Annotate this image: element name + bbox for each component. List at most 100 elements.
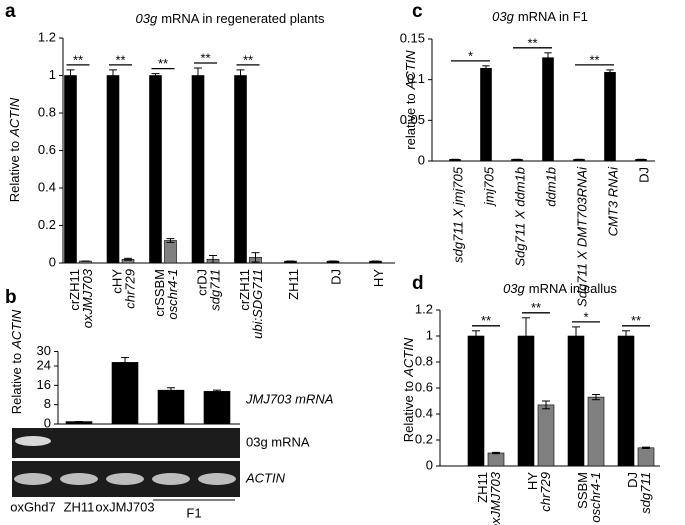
y-tick-label: 0 — [49, 254, 56, 269]
x-tick-label: ZH11 — [475, 472, 490, 503]
bar — [542, 57, 554, 162]
x-tick-label: crZH11 — [237, 269, 252, 311]
y-tick-label: 8 — [44, 396, 51, 411]
bar — [234, 75, 247, 264]
error-bar — [592, 394, 600, 401]
chart-title: 03g mRNA in regenerated plants — [135, 11, 325, 26]
x-tick-label: jmj705 — [481, 166, 496, 207]
error-bar — [194, 67, 202, 84]
error-bar — [109, 69, 117, 82]
error-bar — [572, 326, 580, 346]
y-tick-label: 16 — [37, 377, 51, 392]
error-bar — [124, 257, 132, 261]
significance-label: * — [583, 309, 588, 324]
panel-letter: a — [5, 1, 16, 22]
x-tick-label: oschr4-1 — [165, 269, 180, 320]
error-bar — [492, 451, 500, 455]
group-label: F1 — [186, 505, 201, 520]
panel-letter: d — [412, 273, 424, 294]
error-bar — [66, 69, 75, 82]
y-axis-label: relative to ACTIN — [403, 50, 418, 150]
bar — [567, 335, 585, 467]
x-tick-label: crDJ — [194, 269, 209, 296]
error-bar — [544, 52, 552, 64]
y-label-gene: ACTIN — [9, 309, 24, 350]
bar — [467, 335, 485, 467]
lane-label: oxGhd7 — [10, 499, 56, 514]
x-tick-label: chr729 — [122, 269, 137, 309]
title-gene: 03g — [503, 281, 525, 296]
x-tick-label: sdg711 X jmj705 — [450, 166, 465, 263]
bar — [64, 75, 77, 264]
y-tick-label: 24 — [37, 357, 51, 372]
bar — [604, 72, 616, 162]
y-axis-label: Relative to ACTIN — [9, 309, 24, 414]
chart-title: 03g mRNA in callus — [503, 281, 617, 296]
gel-band — [106, 473, 144, 485]
x-tick-label: ubi:SDG711 — [250, 269, 265, 339]
significance-label: ** — [589, 52, 599, 67]
error-bar — [522, 317, 530, 355]
x-tick-label: HY — [371, 269, 386, 287]
significance-label: ** — [158, 56, 168, 71]
significance-label: ** — [73, 52, 83, 67]
error-bar — [121, 357, 129, 368]
x-tick-label: oxJMJ703 — [488, 471, 503, 525]
y-tick-label: 0.15 — [400, 30, 425, 45]
error-bar — [151, 73, 160, 78]
bar — [617, 335, 635, 467]
y-label-gene: ACTIN — [401, 337, 416, 378]
significance-label: ** — [200, 50, 210, 65]
x-tick-label: CMT3 RNAi — [605, 166, 620, 236]
significance-label: ** — [115, 52, 125, 67]
significance-label: ** — [481, 313, 491, 328]
y-label-text: relative to — [403, 93, 418, 149]
x-tick-label: DJ — [625, 472, 640, 488]
y-tick-label: 0.2 — [415, 431, 433, 446]
title-gene: 03g — [135, 11, 157, 26]
error-bar — [606, 69, 614, 76]
x-tick-label: HY — [525, 472, 540, 490]
y-tick-label: 1.2 — [38, 29, 56, 44]
x-tick-label: SSBM — [575, 472, 590, 509]
x-tick-label: sdg711 — [638, 472, 653, 514]
y-tick-label: 1 — [49, 67, 56, 82]
bar — [149, 75, 162, 264]
panel-letter: b — [5, 287, 17, 308]
significance-label: ** — [631, 313, 641, 328]
error-bar — [213, 389, 221, 394]
x-tick-label: DJ — [636, 167, 651, 183]
significance-label: * — [468, 48, 473, 63]
error-bar — [236, 69, 245, 82]
bar — [164, 240, 177, 264]
bar — [487, 452, 505, 467]
x-tick-label: oschr4-1 — [588, 472, 603, 523]
bar — [537, 404, 555, 467]
gel-band — [152, 473, 190, 485]
error-bar — [482, 65, 490, 72]
x-tick-label: crZH11 — [67, 269, 82, 311]
error-bar — [209, 255, 217, 264]
gel-row-label: ACTIN — [245, 470, 286, 485]
bar — [106, 75, 120, 264]
y-label-gene: ACTIN — [7, 97, 22, 138]
bar — [637, 447, 655, 467]
y-label-text: Relative to — [401, 381, 416, 442]
gel-band — [14, 473, 52, 485]
bar — [157, 389, 185, 425]
x-tick-label: Sdg711 X ddm1b — [512, 167, 527, 267]
bar — [111, 362, 139, 425]
bar — [587, 396, 605, 467]
x-tick-label: DJ — [328, 269, 343, 285]
y-axis-label: Relative to ACTIN — [401, 337, 416, 442]
lane-label: oxJMJ703 — [95, 499, 154, 514]
bar — [191, 75, 205, 264]
gel-band — [198, 473, 236, 485]
y-tick-label: 0.6 — [38, 142, 56, 157]
y-label-text: Relative to — [9, 353, 24, 414]
y-tick-label: 0.6 — [415, 379, 433, 394]
error-bar — [472, 330, 480, 342]
gel-band — [60, 473, 98, 485]
y-tick-label: 30 — [37, 343, 51, 358]
panel-letter: c — [412, 1, 423, 22]
